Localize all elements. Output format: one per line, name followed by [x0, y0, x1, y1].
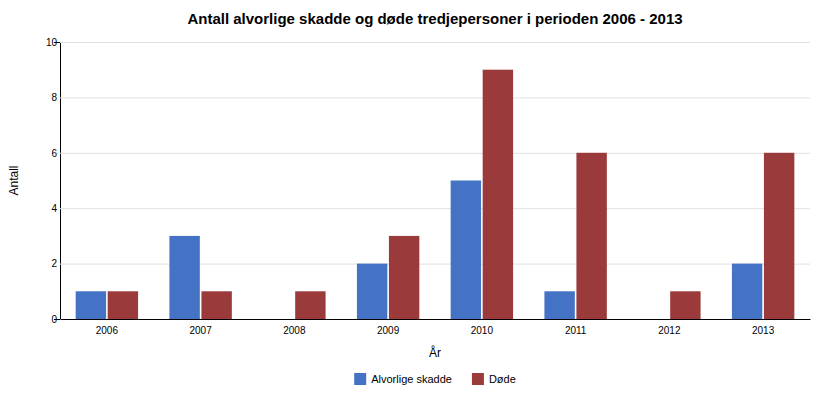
x-tick-label: 2009: [377, 325, 400, 336]
bar: [263, 319, 293, 320]
x-tick: 2009: [377, 325, 400, 336]
title: Antall alvorlige skadde og døde tredjepe…: [187, 10, 682, 27]
x-tick-label: 2010: [471, 325, 494, 336]
bar: [169, 236, 199, 319]
y-axis-line: [54, 43, 61, 320]
x-axis-line: [61, 319, 811, 320]
y-tick-label: 2: [51, 258, 57, 269]
bar: [357, 264, 387, 319]
grid-line: [60, 42, 810, 43]
x-tick-label: 2006: [96, 325, 119, 336]
x-tick: 2010: [471, 325, 494, 336]
grid-line: [60, 319, 810, 320]
grid-line: [60, 153, 810, 154]
legend-label: Alvorlige skadde: [371, 373, 452, 385]
grid-line: [60, 97, 810, 98]
x-tick: 2006: [96, 325, 119, 336]
plot: 0 2 4 6 8 10 2006 2007 2008 2009 2010 2011 2012 2013: [46, 37, 811, 336]
bar: [389, 236, 419, 319]
y-tick-label: 0: [51, 314, 57, 325]
bar: [76, 291, 106, 319]
y-axis-title: Antall: [7, 165, 21, 195]
bar-series: [108, 70, 795, 319]
bar: [544, 291, 574, 319]
x-tick: 2007: [190, 325, 213, 336]
bar: [764, 153, 794, 319]
x-tick-label: 2008: [283, 325, 306, 336]
bar: [451, 181, 481, 320]
x-axis-title: År: [429, 345, 441, 360]
x-tick-label: 2012: [658, 325, 681, 336]
x-tick: 2011: [565, 325, 587, 336]
y-tick: 8: [51, 92, 810, 103]
y-tick: 2: [51, 258, 810, 269]
legend-item: Alvorlige skadde: [354, 373, 452, 385]
bar: [108, 291, 138, 319]
legend: Alvorlige skadde Døde: [354, 373, 516, 385]
bar: [732, 264, 762, 319]
x-tick: 2012: [658, 325, 681, 336]
legend-item: Døde: [472, 373, 516, 385]
x-tick-label: 2013: [752, 325, 775, 336]
x-tick-label: 2011: [565, 325, 587, 336]
bar: [576, 153, 606, 319]
bar-series: [76, 181, 763, 320]
chart-container: 0 2 4 6 8 10 2006 2007 2008 2009 2010 2011 2012 2013 A…: [0, 0, 834, 397]
grid-line: [60, 208, 810, 209]
legend-swatch: [472, 373, 484, 385]
chart-svg: 0 2 4 6 8 10 2006 2007 2008 2009 2010 2011 2012 2013 A…: [0, 0, 834, 397]
x-tick-label: 2007: [190, 325, 213, 336]
y-tick: 10: [46, 37, 810, 48]
bar: [295, 291, 325, 319]
y-tick-label: 8: [51, 92, 57, 103]
bar: [670, 291, 700, 319]
bar: [483, 70, 513, 319]
y-axis: 0 2 4 6 8 10: [46, 37, 810, 325]
bar: [201, 291, 231, 319]
bar: [638, 319, 668, 320]
bars: [76, 70, 795, 319]
legend-label: Døde: [489, 373, 516, 385]
x-axis: 2006 2007 2008 2009 2010 2011 2012 2013: [61, 320, 811, 337]
x-tick: 2013: [752, 325, 775, 336]
y-tick-label: 10: [46, 37, 58, 48]
y-tick: 4: [51, 203, 810, 214]
x-tick: 2008: [283, 325, 306, 336]
legend-swatch: [354, 373, 366, 385]
y-tick-label: 4: [51, 203, 57, 214]
y-tick: 6: [51, 148, 810, 159]
y-tick-label: 6: [51, 148, 57, 159]
